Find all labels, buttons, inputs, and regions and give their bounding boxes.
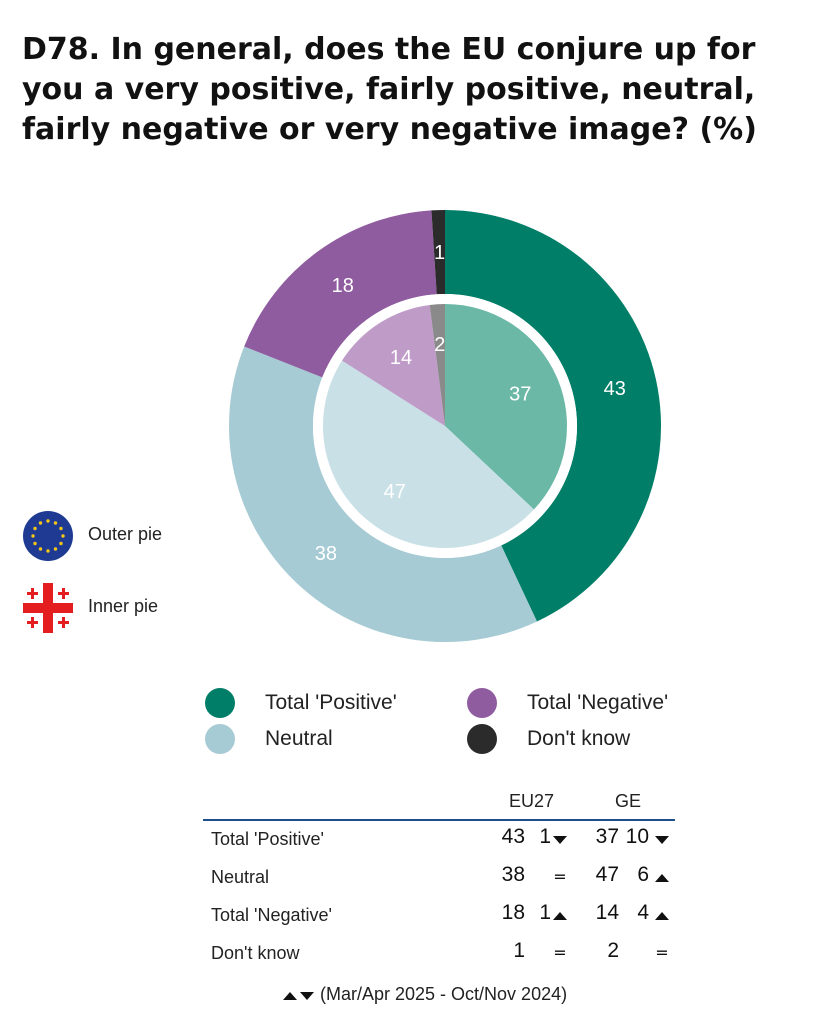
outer-value-label-3: 1 [434,242,445,264]
legend-label: Total 'Positive' [265,691,397,714]
inner-slice-1 [323,360,534,548]
outer-slice-0 [445,210,661,622]
triangle-up-icon [655,871,669,883]
legend-label: Neutral [265,727,333,750]
outer-slice-1 [229,346,537,642]
chart-legend: Total 'Positive' Neutral Total 'Negative… [205,686,725,766]
outer-value-label-2: 18 [332,275,354,297]
outer-value-label-0: 43 [604,378,626,400]
triangle-down-icon [553,833,567,845]
inner-pie [323,304,567,548]
legend-swatch [467,688,497,718]
inner-slice-3 [429,304,445,426]
trend-footnote: (Mar/Apr 2025 - Oct/Nov 2024) [282,982,622,1008]
outer-pie-label: Outer pie [88,524,163,544]
inner-slice-0 [445,304,567,510]
eu27-change: 1 [539,901,551,924]
inner-pie-label: Inner pie [88,596,159,616]
comparison-table: EU27 GE Total 'Positive' 43 1 37 10 Neutral 38… [203,785,675,975]
outer-value-label-1: 38 [315,543,337,565]
legend-item-positive: Total 'Positive' [205,686,455,720]
table-row: Neutral 38 47 6 = [203,863,675,893]
eu27-trend-equal: = [553,943,567,962]
table-row: Total 'Negative' 18 1 14 4 [203,901,675,931]
ge-value: 14 [595,901,619,924]
legend-item-negative: Total 'Negative' [467,686,717,720]
ge-trend-equal: = [655,943,669,962]
inner-value-label-1: 47 [384,481,406,503]
trend-arrows-icon [282,988,316,1002]
table-header-rule [203,819,675,821]
outer-slice-3 [431,210,445,295]
ge-change: 4 [637,901,649,924]
inner-pie-legend: Inner pie [22,582,222,634]
eu27-value: 38 [501,863,525,886]
eu-flag-icon [22,510,74,562]
eu27-value: 1 [513,939,525,962]
chart-title: D78. In general, does the EU conjure up … [22,32,757,147]
eu27-value: 43 [501,825,525,848]
legend-item-neutral: Neutral [205,722,455,756]
inner-slice-2 [341,304,445,426]
table-row: Don't know 1 2 = = [203,939,675,969]
ge-change: 10 [625,825,649,848]
donut-chart: 43 38 18 1 37 47 14 2 [229,210,661,642]
inner-value-label-3: 2 [434,334,445,356]
triangle-down-icon [655,833,669,845]
row-label: Neutral [211,867,270,887]
legend-item-dont-know: Don't know [467,722,717,756]
georgia-flag-icon [22,582,74,634]
row-label: Don't know [211,943,300,963]
row-label: Total 'Positive' [211,829,324,849]
ge-value: 47 [595,863,619,886]
table-row: Total 'Positive' 43 1 37 10 [203,825,675,855]
inner-value-label-2: 14 [390,347,412,369]
outer-slice-2 [244,210,437,378]
legend-label: Don't know [527,727,631,750]
column-header-ge: GE [615,791,642,811]
legend-swatch [205,724,235,754]
column-header-eu27: EU27 [509,791,555,811]
triangle-up-icon [553,909,567,921]
inner-value-label-0: 37 [509,383,531,405]
footnote-text: (Mar/Apr 2025 - Oct/Nov 2024) [320,984,568,1004]
eu27-value: 18 [501,901,525,924]
ge-value: 37 [595,825,619,848]
legend-swatch [205,688,235,718]
outer-pie-legend: Outer pie [22,510,222,562]
legend-label: Total 'Negative' [527,691,669,714]
row-label: Total 'Negative' [211,905,332,925]
ge-value: 2 [607,939,619,962]
pie-labels: 43 38 18 1 37 47 14 2 [315,242,626,565]
outer-ring [229,210,661,642]
eu27-trend-equal: = [553,867,567,886]
ge-change: 6 [637,863,649,886]
eu27-change: 1 [539,825,551,848]
legend-swatch [467,724,497,754]
triangle-up-icon [655,909,669,921]
